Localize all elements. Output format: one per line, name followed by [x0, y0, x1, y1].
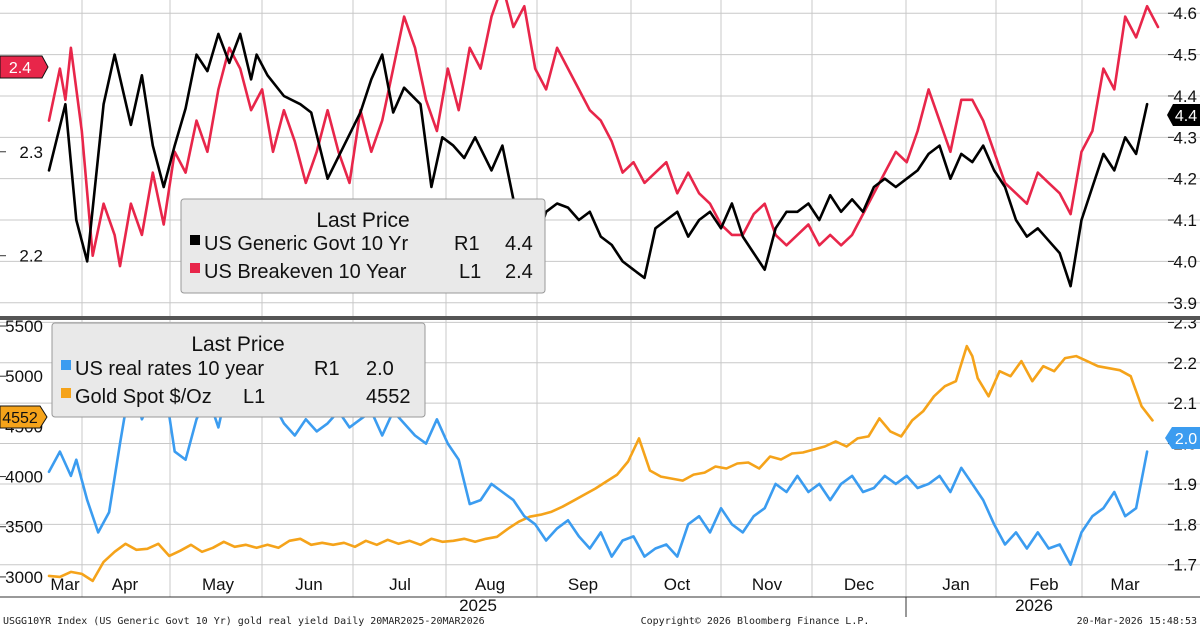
x-axis-year-label: 2026: [1015, 596, 1053, 615]
x-axis-month-label: May: [202, 575, 235, 594]
left-axis-tick-label: 2.3: [19, 143, 43, 162]
right-axis-tick-label: 4.3: [1173, 128, 1197, 147]
right-axis-tick-label: 3.9: [1173, 294, 1197, 313]
left-axis-tick-label: 4000: [5, 468, 43, 487]
right-axis-tick-label: 4.0: [1173, 252, 1197, 271]
legend-swatch-gold: [61, 388, 71, 398]
right-axis-tick-label: 4.1: [1173, 211, 1197, 230]
left-axis-tick-label: 3500: [5, 518, 43, 537]
legend-axis-breakeven: L1: [459, 261, 481, 283]
x-axis-month-label: Dec: [844, 575, 875, 594]
right-axis-tick-label: 1.8: [1173, 515, 1197, 534]
x-axis-month-label: Oct: [664, 575, 691, 594]
legend-label-us10y: US Generic Govt 10 Yr: [204, 233, 409, 255]
x-axis-month-label: Nov: [752, 575, 783, 594]
left-axis-tick-label: 5000: [5, 367, 43, 386]
x-axis-month-label: Jun: [295, 575, 322, 594]
left-axis-tick-label: 2.2: [19, 247, 43, 266]
top-legend: Last Price US Generic Govt 10 Yr R1 4.4 …: [180, 198, 546, 294]
legend-value-gold: 4552: [366, 386, 411, 408]
tag-breakeven-value: 2.4: [9, 60, 31, 77]
right-axis-tick-label: 2.2: [1173, 354, 1197, 373]
bottom-legend-title: Last Price: [191, 333, 284, 356]
x-axis-month-label: Sep: [568, 575, 598, 594]
x-axis-month-label: Jan: [942, 575, 969, 594]
top-legend-title: Last Price: [316, 209, 409, 232]
legend-axis-us10y: R1: [454, 233, 480, 255]
footer-description: USGG10YR Index (US Generic Govt 10 Yr) g…: [3, 616, 485, 627]
legend-label-real-rates: US real rates 10 year: [75, 358, 264, 380]
right-axis-tick-label: 2.1: [1173, 394, 1197, 413]
right-axis-tick-label: 4.4: [1173, 87, 1197, 106]
tag-gold-shape: [0, 405, 48, 429]
right-axis-tick-label: 4.6: [1173, 4, 1197, 23]
panel-divider: [0, 316, 1200, 320]
legend-label-gold: Gold Spot $/Oz: [75, 386, 212, 408]
right-axis-tick-label: 4.2: [1173, 170, 1197, 189]
right-axis-tick-label: 1.9: [1173, 475, 1197, 494]
tag-real-rates-shape: [1165, 427, 1200, 449]
legend-axis-gold: L1: [243, 386, 265, 408]
bottom-legend-box: [51, 322, 426, 418]
right-axis-tick-label: 1.7: [1173, 556, 1197, 575]
series-line-us-generic-govt-10-yr: [47, 32, 1149, 288]
tag-real-rates-value: 2.0: [1175, 431, 1197, 448]
top-legend-box: [180, 198, 546, 294]
series-line-us-breakeven-10-year: [47, 0, 1160, 268]
tag-bottom-left: 4552: [0, 405, 48, 429]
legend-value-us10y: 4.4: [505, 233, 533, 255]
grid-lines: [0, 0, 1200, 597]
legend-value-breakeven: 2.4: [505, 261, 533, 283]
legend-axis-real-rates: R1: [314, 358, 340, 380]
legend-swatch-real-rates: [61, 360, 71, 370]
tag-breakeven-shape: [0, 55, 49, 79]
tag-gold-value: 4552: [2, 410, 38, 427]
x-axis-month-label: Apr: [112, 575, 139, 594]
footer-copyright: Copyright© 2026 Bloomberg Finance L.P.: [641, 616, 870, 627]
x-axis-month-label: Feb: [1029, 575, 1058, 594]
x-axis-month-label: Aug: [475, 575, 505, 594]
tag-top-right: 4.4: [1167, 104, 1200, 126]
x-axis-month-label: Jul: [389, 575, 411, 594]
bottom-legend: Last Price US real rates 10 year R1 2.0 …: [51, 322, 426, 418]
legend-label-breakeven: US Breakeven 10 Year: [204, 261, 407, 283]
tag-top-left: 2.4: [0, 55, 49, 79]
left-axis-tick-label: 5500: [5, 317, 43, 336]
right-axis-tick-label: 4.5: [1173, 46, 1197, 65]
legend-swatch-us10y: [190, 235, 200, 245]
left-axis-tick-label: 3000: [5, 568, 43, 587]
x-axis-month-label: Mar: [1110, 575, 1140, 594]
legend-swatch-breakeven: [190, 263, 200, 273]
tag-us10y-shape: [1167, 104, 1200, 126]
x-axis-year-label: 2025: [459, 596, 497, 615]
tag-bottom-right: 2.0: [1165, 427, 1200, 449]
series-line-gold-spot-oz: [47, 344, 1154, 583]
footer-timestamp: 20-Mar-2026 15:48:53: [1077, 616, 1197, 627]
tag-us10y-value: 4.4: [1175, 108, 1197, 125]
legend-value-real-rates: 2.0: [366, 358, 394, 380]
x-axis-month-label: Mar: [50, 575, 80, 594]
